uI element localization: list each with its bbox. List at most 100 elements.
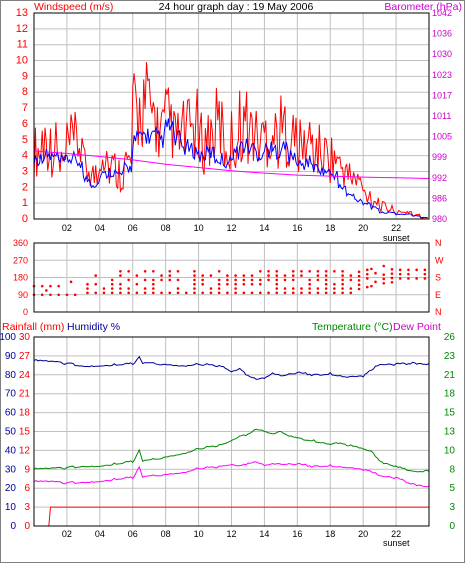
windspeed-axis-title: Windspeed (m/s): [34, 1, 113, 13]
humidity-y-tick: 60: [5, 408, 17, 419]
direction-point: [341, 278, 344, 282]
direction-point: [415, 268, 418, 272]
direction-point: [308, 282, 311, 286]
direction-point: [275, 282, 279, 286]
direction-point: [160, 278, 163, 282]
direction-point: [168, 278, 172, 282]
direction-point: [324, 274, 328, 277]
temperature-y-tick: 13: [444, 427, 456, 438]
direction-point: [217, 287, 221, 290]
direction-point: [283, 278, 287, 282]
direction-point: [94, 291, 98, 295]
direction-point: [333, 269, 336, 273]
humidity-y-tick: 30: [5, 464, 17, 475]
direction-point: [423, 277, 427, 280]
direction-point: [365, 268, 369, 272]
x-tick-label: 06: [128, 223, 138, 233]
direction-point: [333, 287, 336, 290]
direction-point: [135, 282, 139, 286]
direction-point: [324, 282, 328, 286]
direction-point: [324, 278, 328, 282]
direction-point: [152, 269, 155, 273]
direction-point: [341, 291, 344, 295]
baro-y-tick: 1030: [432, 49, 452, 59]
temperature-y-tick: 23: [444, 351, 456, 362]
direction-point: [152, 291, 155, 295]
baro-y-tick: 1005: [432, 132, 452, 142]
weather-plot-frame: [33, 336, 430, 527]
direction-point: [193, 269, 196, 273]
direction-point: [135, 274, 139, 277]
direction-point: [300, 291, 303, 295]
direction-point: [275, 278, 279, 282]
direction-point: [365, 277, 369, 280]
direction-point: [267, 291, 270, 295]
direction-point: [300, 269, 303, 273]
direction-point: [40, 284, 44, 288]
direction-point: [168, 269, 172, 273]
temperature-line: [33, 428, 430, 473]
direction-point: [382, 273, 386, 276]
humidity-y-tick: 40: [5, 445, 17, 456]
direction-point: [119, 287, 122, 290]
wind-y-tick: 11: [17, 39, 28, 51]
chart-title: 24 hour graph day : 19 May 2006: [159, 1, 314, 13]
direction-point: [300, 287, 303, 290]
wind-plot-frame: [33, 12, 430, 220]
direction-point: [152, 282, 155, 286]
direction-point: [193, 278, 196, 282]
direction-point: [259, 278, 262, 282]
humidity-y-tick: 10: [5, 502, 17, 513]
wind-y-tick: 9: [22, 70, 28, 82]
direction-point: [341, 269, 344, 273]
direction-point: [308, 291, 311, 295]
x-tick-label: 04: [95, 529, 105, 539]
direction-point: [349, 278, 353, 282]
direction-point: [168, 291, 172, 295]
sunset-label-bottom: sunset: [383, 538, 410, 548]
direction-point: [398, 272, 402, 276]
direction-point: [201, 278, 204, 282]
wind-y-tick: 0: [22, 213, 28, 225]
x-tick-label: 10: [194, 529, 204, 539]
direction-point: [184, 291, 188, 295]
wind-y-tick: 2: [22, 181, 28, 193]
wind-y-tick: 5: [22, 134, 28, 146]
direction-point: [308, 287, 311, 290]
direction-y-tick: 90: [18, 290, 28, 300]
direction-point: [193, 287, 196, 290]
barometer-line: [33, 150, 430, 179]
direction-point: [57, 293, 60, 297]
direction-y-tick: 180: [13, 273, 28, 283]
x-tick-label: 20: [358, 223, 368, 233]
direction-point: [390, 272, 394, 275]
direction-point: [94, 282, 98, 286]
direction-point: [407, 268, 410, 272]
direction-point: [65, 293, 69, 297]
baro-y-tick: 992: [432, 173, 447, 183]
direction-point: [398, 277, 402, 280]
direction-point: [193, 282, 196, 286]
wind-gust-line: [33, 62, 428, 219]
sunset-label-top: sunset: [383, 233, 410, 243]
x-tick-label: 18: [325, 223, 335, 233]
direction-point: [370, 284, 373, 288]
direction-point: [341, 274, 344, 277]
direction-point: [217, 269, 221, 273]
direction-point: [226, 291, 229, 295]
direction-point: [423, 268, 427, 272]
baro-y-tick: 1023: [432, 70, 452, 80]
direction-point: [209, 274, 213, 277]
rainfall-y-tick: 6: [24, 483, 30, 494]
direction-point: [119, 291, 122, 295]
direction-point: [357, 270, 361, 274]
direction-point: [86, 282, 89, 286]
rainfall-y-tick: 12: [19, 445, 31, 456]
wind-y-tick: 10: [16, 55, 28, 67]
direction-point: [398, 268, 402, 272]
direction-point: [324, 269, 328, 273]
humidity-y-tick: 20: [5, 483, 17, 494]
direction-point: [382, 281, 386, 285]
rainfall-y-tick: 18: [19, 408, 31, 419]
temperature-y-tick: 8: [449, 464, 455, 475]
